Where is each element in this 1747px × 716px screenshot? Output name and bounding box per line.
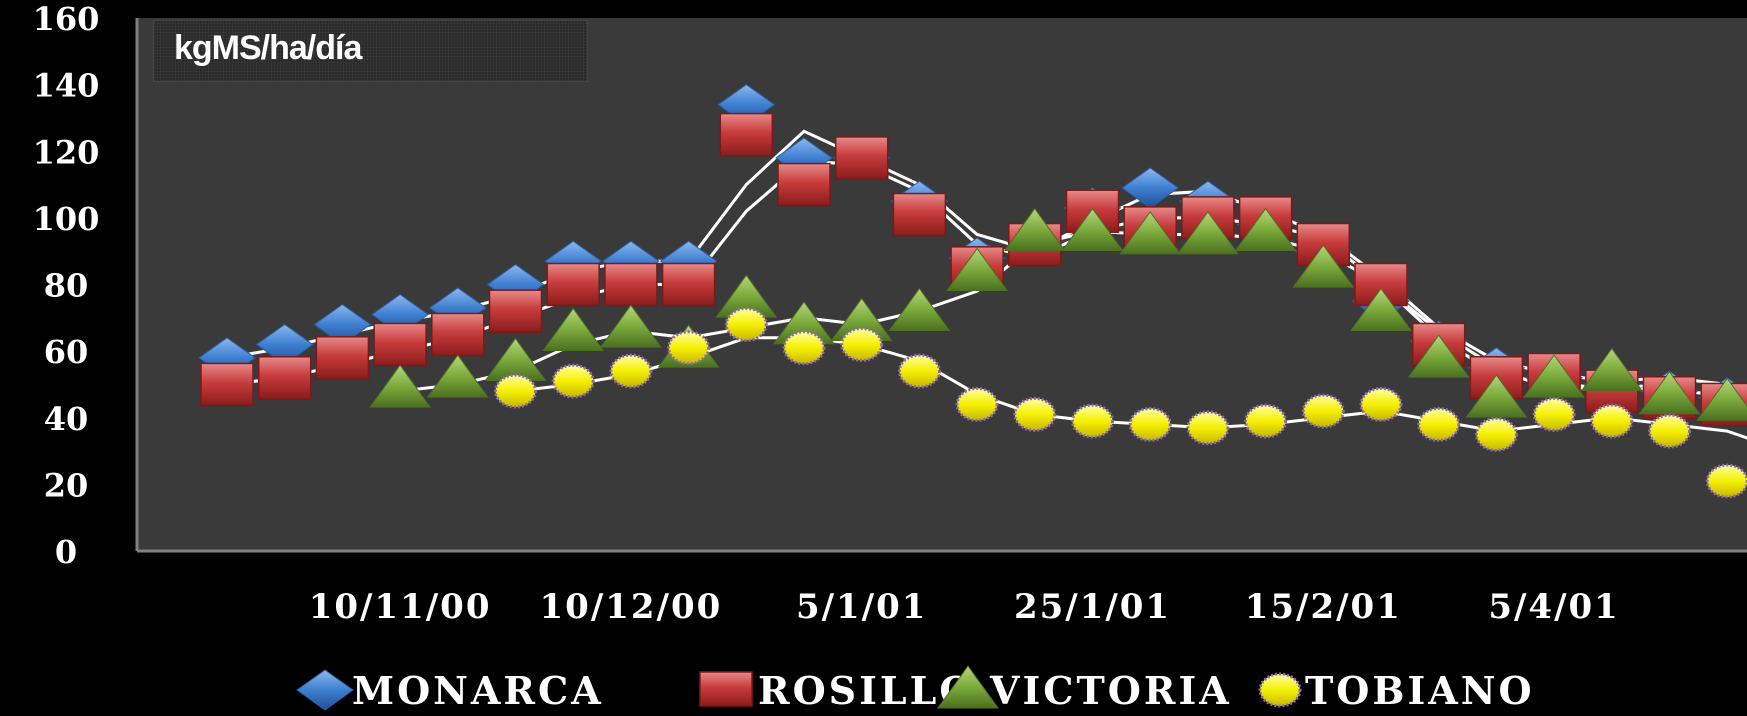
legend-label-tobiano: TOBIANO bbox=[1305, 668, 1535, 712]
legend-marker-tobiano bbox=[1260, 674, 1300, 706]
x-tick-label: 25/1/01 bbox=[1014, 587, 1171, 627]
chart-title: kgMS/ha/día bbox=[174, 29, 361, 68]
x-tick-label: 10/12/00 bbox=[540, 587, 723, 627]
y-tick-label: 120 bbox=[33, 133, 100, 171]
data-point-tobiano bbox=[1246, 405, 1286, 437]
data-point-rosillo bbox=[259, 357, 311, 399]
data-point-rosillo bbox=[663, 264, 715, 306]
y-tick-label: 160 bbox=[33, 0, 100, 38]
data-point-tobiano bbox=[1707, 465, 1747, 497]
data-point-tobiano bbox=[1419, 408, 1459, 440]
y-tick-labels: 0 20 40 60 80 100 120 140 160 bbox=[33, 0, 100, 571]
data-point-tobiano bbox=[1188, 412, 1228, 444]
data-point-tobiano bbox=[496, 375, 536, 407]
data-point-rosillo bbox=[720, 114, 772, 156]
data-point-tobiano bbox=[1303, 395, 1343, 427]
plot-area bbox=[137, 18, 1747, 551]
data-point-rosillo bbox=[547, 264, 599, 306]
data-point-tobiano bbox=[1592, 405, 1632, 437]
legend-label-monarca: MONARCA bbox=[352, 668, 604, 712]
chart-title-box: kgMS/ha/día bbox=[153, 20, 588, 82]
data-point-tobiano bbox=[726, 308, 766, 340]
y-tick-label: 80 bbox=[44, 267, 89, 305]
data-point-rosillo bbox=[490, 290, 542, 332]
data-point-rosillo bbox=[893, 194, 945, 236]
data-point-tobiano bbox=[553, 365, 593, 397]
x-tick-label: 10/11/00 bbox=[309, 587, 492, 627]
y-tick-label: 20 bbox=[44, 466, 89, 504]
y-tick-label: 60 bbox=[44, 333, 89, 371]
data-point-tobiano bbox=[611, 355, 651, 387]
x-tick-label: 5/4/01 bbox=[1488, 587, 1619, 627]
x-tick-label: 5/1/01 bbox=[796, 587, 927, 627]
legend-label-victoria: VICTORIA bbox=[989, 668, 1232, 712]
data-point-tobiano bbox=[1073, 405, 1113, 437]
legend-marker-rosillo bbox=[700, 672, 752, 706]
data-point-rosillo bbox=[432, 313, 484, 355]
data-point-tobiano bbox=[1476, 418, 1516, 450]
data-point-rosillo bbox=[316, 337, 368, 379]
y-tick-label: 140 bbox=[33, 67, 100, 105]
data-point-rosillo bbox=[778, 164, 830, 206]
legend-marker-monarca bbox=[297, 670, 353, 710]
data-point-tobiano bbox=[899, 355, 939, 387]
data-point-tobiano bbox=[842, 328, 882, 360]
y-tick-label: 40 bbox=[44, 400, 89, 438]
data-point-rosillo bbox=[605, 264, 657, 306]
data-point-tobiano bbox=[957, 388, 997, 420]
data-point-tobiano bbox=[1534, 398, 1574, 430]
data-point-tobiano bbox=[1361, 388, 1401, 420]
y-tick-label: 100 bbox=[33, 200, 100, 238]
data-point-tobiano bbox=[1650, 415, 1690, 447]
data-point-rosillo bbox=[201, 363, 253, 405]
y-tick-label: 0 bbox=[55, 533, 77, 571]
data-point-tobiano bbox=[784, 332, 824, 364]
x-tick-labels: 10/11/00 10/12/00 5/1/01 25/1/01 15/2/01 5/4/… bbox=[309, 587, 1620, 627]
data-point-rosillo bbox=[374, 323, 426, 365]
data-point-tobiano bbox=[1130, 408, 1170, 440]
data-point-tobiano bbox=[669, 332, 709, 364]
x-tick-label: 15/2/01 bbox=[1245, 587, 1402, 627]
data-point-tobiano bbox=[1015, 398, 1055, 430]
data-point-rosillo bbox=[836, 137, 888, 179]
